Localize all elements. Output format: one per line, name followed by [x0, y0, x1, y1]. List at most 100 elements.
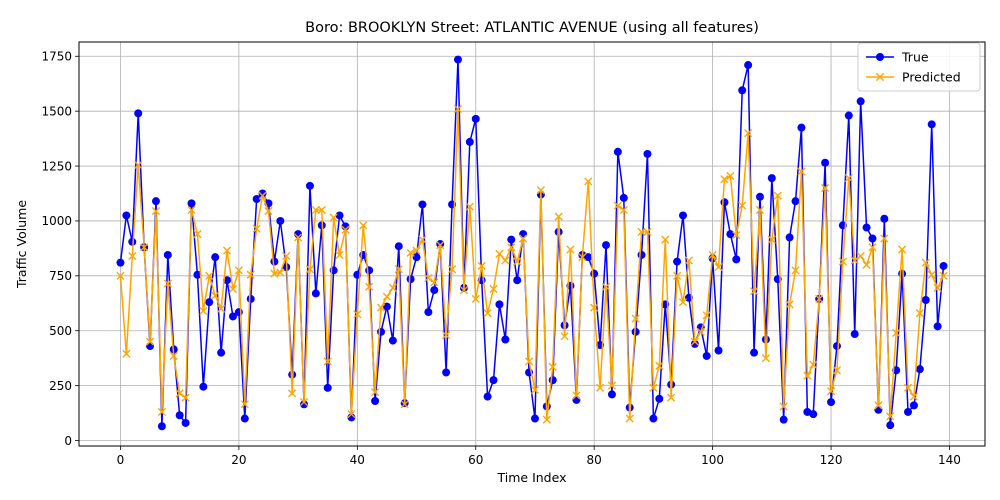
data-point: [744, 129, 753, 138]
data-point: [465, 137, 474, 146]
data-point: [317, 205, 326, 215]
x-tick-label: 100: [701, 453, 724, 467]
data-point: [696, 327, 705, 336]
data-point: [797, 123, 806, 132]
data-point: [631, 327, 640, 336]
data-point: [915, 309, 924, 318]
x-tick-label: 20: [231, 453, 246, 467]
y-tick-label: 1000: [41, 214, 72, 228]
data-point: [809, 360, 818, 369]
grid-lines: [79, 42, 985, 446]
data-point: [276, 216, 285, 225]
data-point: [933, 283, 942, 293]
data-point: [880, 214, 889, 223]
data-point: [856, 251, 865, 261]
data-point: [163, 250, 172, 259]
data-point: [613, 201, 622, 210]
data-point: [240, 400, 249, 409]
data-point: [927, 120, 936, 129]
data-point: [767, 235, 776, 244]
data-point: [353, 310, 362, 319]
data-point: [228, 284, 238, 294]
data-point: [406, 275, 415, 284]
data-point: [151, 206, 161, 216]
data-point: [175, 389, 184, 398]
data-point: [205, 271, 214, 280]
data-point: [294, 233, 303, 242]
data-point: [418, 235, 427, 244]
data-point: [850, 330, 859, 339]
data-point: [667, 393, 676, 402]
data-point: [181, 393, 190, 402]
data-point: [779, 402, 788, 411]
data-point: [821, 158, 830, 167]
data-point: [637, 227, 646, 237]
y-tick-label: 750: [49, 269, 72, 283]
data-point: [530, 385, 540, 395]
data-point: [442, 331, 451, 340]
data-point: [536, 186, 545, 195]
series-predicted: [116, 104, 948, 424]
data-point: [205, 298, 214, 307]
data-point: [341, 225, 350, 234]
data-point: [453, 55, 462, 64]
data-point: [755, 205, 765, 215]
data-point: [151, 197, 160, 206]
data-point: [791, 197, 800, 206]
plot-frame: [78, 41, 986, 447]
data-point: [542, 415, 551, 424]
data-point: [613, 147, 622, 156]
data-point: [548, 362, 557, 372]
data-point: [323, 383, 332, 392]
data-point: [157, 407, 166, 417]
data-point: [169, 351, 178, 361]
x-tick-label: 40: [350, 453, 365, 467]
data-point: [329, 213, 338, 222]
data-point: [850, 256, 859, 265]
data-point: [234, 308, 243, 317]
data-point: [785, 300, 794, 309]
data-point: [459, 286, 468, 295]
data-point: [643, 149, 652, 158]
data-point: [886, 421, 895, 430]
data-point: [252, 224, 261, 233]
data-point: [755, 192, 764, 201]
data-point: [471, 114, 480, 123]
data-point: [199, 382, 208, 391]
data-point: [365, 282, 374, 291]
data-point: [388, 283, 397, 293]
data-point: [335, 250, 344, 260]
data-point: [661, 235, 670, 244]
data-point: [915, 365, 924, 374]
data-point: [596, 383, 605, 392]
data-point: [311, 205, 320, 215]
data-point: [560, 332, 569, 341]
x-tick-label: 80: [587, 453, 602, 467]
data-point: [377, 327, 385, 336]
data-point: [489, 376, 498, 385]
data-point: [258, 189, 267, 198]
y-tick-label: 1750: [41, 50, 72, 64]
data-point: [436, 241, 445, 250]
data-point: [714, 346, 723, 355]
data-point: [424, 273, 433, 283]
data-point: [382, 292, 392, 301]
data-point: [483, 392, 492, 401]
data-point: [495, 249, 504, 258]
data-point: [720, 198, 729, 207]
data-point: [702, 311, 711, 320]
data-point: [471, 294, 480, 303]
data-point: [619, 193, 628, 202]
data-point: [288, 389, 297, 398]
data-point: [708, 250, 717, 260]
data-point: [655, 361, 664, 370]
data-point: [447, 265, 457, 274]
series-line-predicted: [119, 108, 945, 421]
data-point: [939, 261, 948, 270]
data-point: [128, 237, 137, 246]
data-point: [270, 257, 279, 266]
data-point: [513, 276, 522, 285]
data-point: [193, 230, 202, 239]
data-point: [898, 269, 907, 278]
data-point: [732, 255, 741, 264]
